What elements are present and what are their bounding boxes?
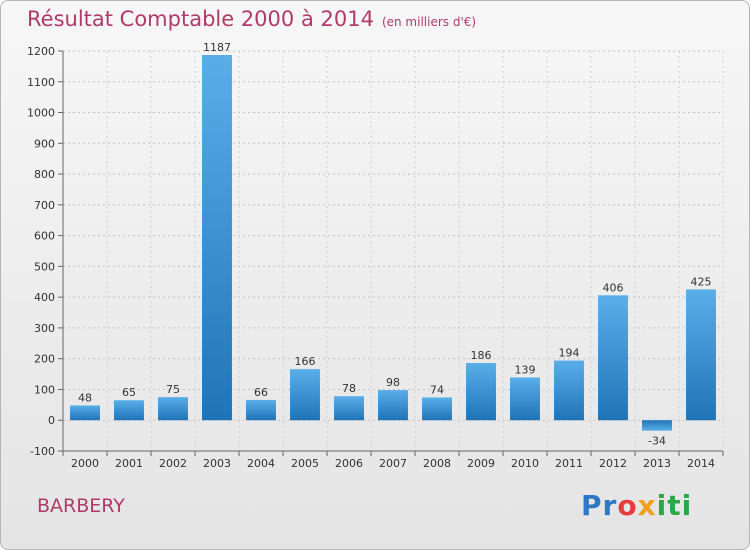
x-tick-label-2006: 2006 <box>335 457 363 470</box>
y-tick-label: 400 <box>34 291 55 304</box>
x-tick-label-2007: 2007 <box>379 457 407 470</box>
x-tick-label-2005: 2005 <box>291 457 319 470</box>
bar-2012 <box>598 295 628 421</box>
value-label-2012: 406 <box>603 281 624 294</box>
logo-part-4: iti <box>656 489 693 522</box>
x-tick-label-2010: 2010 <box>511 457 539 470</box>
bar-2000 <box>70 405 100 421</box>
x-tick-label-2012: 2012 <box>599 457 627 470</box>
bar-2004 <box>246 399 276 421</box>
x-tick-label-2011: 2011 <box>555 457 583 470</box>
x-tick-label-2000: 2000 <box>71 457 99 470</box>
x-tick-label-2004: 2004 <box>247 457 275 470</box>
bar-2011 <box>554 360 584 421</box>
y-tick-label: 200 <box>34 353 55 366</box>
x-tick-label-2014: 2014 <box>687 457 715 470</box>
bar-2010 <box>510 377 540 421</box>
x-tick-label-2002: 2002 <box>159 457 187 470</box>
x-tick-label-2009: 2009 <box>467 457 495 470</box>
value-label-2009: 186 <box>471 349 492 362</box>
value-label-2014: 425 <box>691 275 712 288</box>
value-label-2000: 48 <box>78 391 92 404</box>
y-tick-label: 900 <box>34 137 55 150</box>
bar-2002 <box>158 397 188 421</box>
y-tick-label: 1200 <box>27 45 55 58</box>
value-label-2003: 1187 <box>203 41 231 54</box>
value-label-2010: 139 <box>515 363 536 376</box>
value-label-2005: 166 <box>295 355 316 368</box>
x-tick-label-2013: 2013 <box>643 457 671 470</box>
logo-part-1: Pr <box>581 489 618 522</box>
bar-2008 <box>422 397 452 421</box>
bar-2001 <box>114 400 144 421</box>
value-label-2013: -34 <box>648 435 666 448</box>
y-tick-label: 300 <box>34 322 55 335</box>
value-label-2011: 194 <box>559 347 580 360</box>
x-tick-label-2003: 2003 <box>203 457 231 470</box>
bar-2009 <box>466 363 496 421</box>
y-tick-label: 1100 <box>27 76 55 89</box>
value-label-2004: 66 <box>254 386 268 399</box>
x-tick-label-2008: 2008 <box>423 457 451 470</box>
chart-title-main: Résultat Comptable 2000 à 2014 <box>27 7 374 31</box>
value-label-2008: 74 <box>430 383 444 396</box>
y-tick-label: 500 <box>34 260 55 273</box>
value-label-2001: 65 <box>122 386 136 399</box>
city-name: BARBERY <box>37 495 125 517</box>
y-tick-label: 700 <box>34 199 55 212</box>
y-tick-label: 800 <box>34 168 55 181</box>
bar-2014 <box>686 289 716 421</box>
logo-part-2: o <box>617 489 638 522</box>
proxiti-logo: Proxiti <box>581 489 692 522</box>
bar-2003 <box>202 55 232 421</box>
axes <box>58 50 724 456</box>
bars <box>70 55 716 431</box>
x-tick-label-2001: 2001 <box>115 457 143 470</box>
bar-2006 <box>334 396 364 421</box>
bar-2013 <box>642 420 672 431</box>
y-tick-label: 0 <box>48 414 55 427</box>
chart-title-unit: (en milliers d'€) <box>381 15 477 29</box>
value-label-2002: 75 <box>166 383 180 396</box>
chart-title: Résultat Comptable 2000 à 2014 (en millie… <box>27 7 476 31</box>
labels: -100 0 100 200 300 400 500 600 700 800 900 1000 1100… <box>27 41 715 470</box>
bar-2007 <box>378 390 408 421</box>
logo-part-3: x <box>637 489 657 522</box>
y-tick-label: 600 <box>34 230 55 243</box>
y-tick-label: -100 <box>30 445 55 458</box>
y-tick-label: 100 <box>34 383 55 396</box>
value-label-2007: 98 <box>386 376 400 389</box>
value-label-2006: 78 <box>342 382 356 395</box>
bar-2005 <box>290 369 320 421</box>
y-tick-label: 1000 <box>27 107 55 120</box>
